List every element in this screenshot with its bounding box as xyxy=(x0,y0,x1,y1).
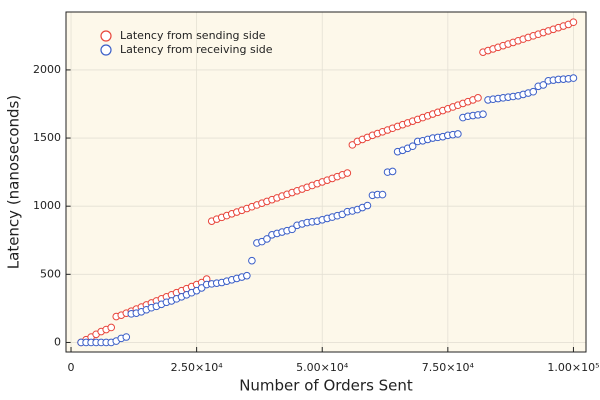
point xyxy=(378,190,387,199)
y-tick-label: 1000 xyxy=(33,199,61,212)
point xyxy=(363,201,372,210)
point xyxy=(388,167,397,176)
legend-marker xyxy=(100,44,112,56)
point xyxy=(243,271,251,280)
point xyxy=(263,235,271,243)
point xyxy=(343,169,352,177)
point xyxy=(248,256,256,265)
point xyxy=(408,142,417,151)
point xyxy=(539,81,548,89)
point xyxy=(529,87,538,96)
y-tick-label: 1500 xyxy=(33,131,61,144)
point xyxy=(479,110,487,119)
plot-frame xyxy=(65,11,587,353)
y-tick-label: 2000 xyxy=(33,63,61,76)
x-tick-label: 0 xyxy=(68,361,75,374)
x-tick-label: 7.50×10⁴ xyxy=(422,361,475,374)
x-tick-label: 1.00×10⁵ xyxy=(547,361,599,374)
point xyxy=(474,94,482,102)
legend-label: Latency from sending side xyxy=(120,29,266,42)
x-tick-label: 5.00×10⁴ xyxy=(296,361,349,374)
point xyxy=(197,284,206,292)
point xyxy=(569,18,578,27)
y-axis-label: Latency (nanoseconds) xyxy=(5,95,23,269)
point xyxy=(348,141,357,149)
point xyxy=(288,225,296,234)
x-axis-label: Number of Orders Sent xyxy=(239,377,413,395)
y-tick-label: 0 xyxy=(54,335,61,348)
point xyxy=(454,130,462,138)
legend-label: Latency from receiving side xyxy=(120,43,273,56)
point xyxy=(569,74,578,82)
legend-marker xyxy=(100,30,112,42)
x-tick-label: 2.50×10⁴ xyxy=(171,361,224,374)
y-tick-label: 500 xyxy=(40,267,61,280)
point xyxy=(122,333,131,341)
point xyxy=(107,323,116,332)
